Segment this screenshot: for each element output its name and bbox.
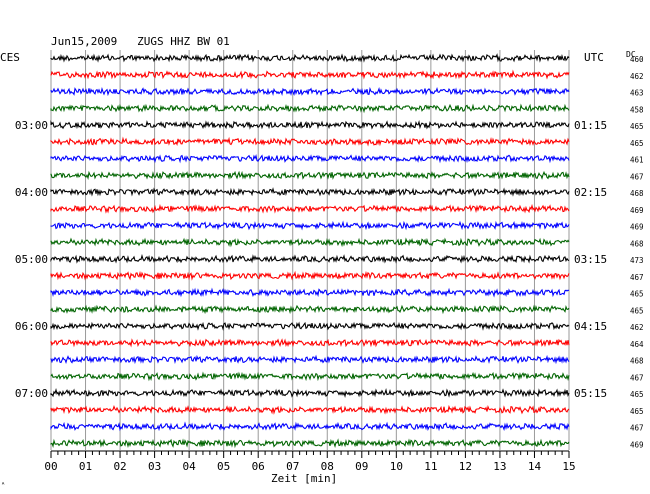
right-time-label: 05:15 (574, 387, 607, 400)
right-time-label: 02:15 (574, 186, 607, 199)
dc-value: 464 (630, 340, 644, 349)
dc-value: 468 (630, 357, 644, 366)
dc-value: 465 (630, 139, 644, 148)
dc-value: 467 (630, 373, 644, 382)
trace-group (50, 53, 570, 449)
dc-value: 461 (630, 156, 644, 165)
seismic-trace (50, 136, 570, 147)
x-tick-label: 14 (528, 460, 542, 473)
x-tick-label: 12 (459, 460, 472, 473)
seismic-trace (50, 354, 570, 365)
dc-value: 465 (630, 407, 644, 416)
seismic-trace (50, 321, 570, 331)
dc-value: 467 (630, 273, 644, 282)
x-tick-label: 09 (355, 460, 368, 473)
dc-value: 465 (630, 290, 644, 299)
seismic-trace (50, 388, 570, 398)
seismic-trace (50, 69, 570, 80)
seismic-trace (50, 371, 570, 382)
x-tick-label: 03 (148, 460, 161, 473)
chart-title: Jun15,2009 ZUGS HHZ BW 01 (51, 35, 230, 48)
right-timezone-label: UTC (584, 51, 604, 64)
x-axis-label: Zeit [min] (271, 472, 337, 485)
dc-value: 469 (630, 206, 644, 215)
dc-value: 469 (630, 440, 644, 449)
left-time-label: 04:00 (15, 186, 48, 199)
x-tick-label: 11 (424, 460, 437, 473)
seismic-trace (50, 338, 570, 348)
dc-value: 462 (630, 323, 644, 332)
dc-offset-header: DC (626, 50, 636, 59)
dc-value: 465 (630, 306, 644, 315)
seismic-trace (50, 187, 570, 197)
seismic-trace (50, 154, 570, 164)
x-tick-label: 08 (321, 460, 334, 473)
dc-value: 467 (630, 172, 644, 181)
seismic-trace (50, 270, 570, 281)
seismic-trace (50, 287, 570, 298)
dc-value: 469 (630, 223, 644, 232)
left-time-label: 05:00 (15, 253, 48, 266)
seismic-trace (50, 404, 570, 415)
dc-value: 462 (630, 72, 644, 81)
seismic-trace (50, 438, 570, 449)
seismic-trace (50, 53, 570, 63)
x-tick-label: 02 (113, 460, 126, 473)
seismic-trace (50, 421, 570, 432)
label-group: 03:00 04:00 05:00 06:00 07:00 01:15 02:15 03:15… (15, 55, 644, 449)
dc-value: 465 (630, 122, 644, 131)
seismic-trace (50, 304, 570, 315)
seismic-trace (50, 253, 570, 264)
seismic-trace (50, 86, 570, 97)
seismic-trace (50, 103, 570, 114)
left-time-label: 03:00 (15, 119, 48, 132)
x-tick-label: 05 (217, 460, 230, 473)
x-tick-label: 15 (562, 460, 575, 473)
x-tick-label: 07 (286, 460, 299, 473)
left-timezone-label: CES (0, 51, 20, 64)
dc-value: 458 (630, 105, 644, 114)
x-tick-label: 06 (252, 460, 265, 473)
dc-value: 468 (630, 189, 644, 198)
x-tick-label: 10 (390, 460, 403, 473)
seismic-trace (50, 170, 570, 180)
left-time-label: 07:00 (15, 387, 48, 400)
dc-value: 463 (630, 89, 644, 98)
corner-mark: ᴬ (1, 480, 5, 489)
dc-value: 465 (630, 390, 644, 399)
dc-value: 460 (630, 55, 644, 64)
right-time-label: 03:15 (574, 253, 607, 266)
seismic-trace (50, 237, 570, 248)
dc-value: 473 (630, 256, 644, 265)
x-tick-label: 00 (44, 460, 57, 473)
x-tick-label: 01 (79, 460, 92, 473)
x-tick-label: 13 (493, 460, 506, 473)
dc-value: 467 (630, 424, 644, 433)
right-time-label: 04:15 (574, 320, 607, 333)
right-time-label: 01:15 (574, 119, 607, 132)
minute-grid (50, 50, 570, 450)
left-time-label: 06:00 (15, 320, 48, 333)
seismic-trace (50, 220, 570, 231)
x-axis: 00 01 02 03 04 05 06 07 08 09 10 11 12 13 14 15 (44, 450, 576, 473)
seismic-trace (50, 203, 570, 214)
dc-value: 468 (630, 239, 644, 248)
x-tick-label: 04 (183, 460, 197, 473)
seismic-trace (50, 119, 570, 130)
